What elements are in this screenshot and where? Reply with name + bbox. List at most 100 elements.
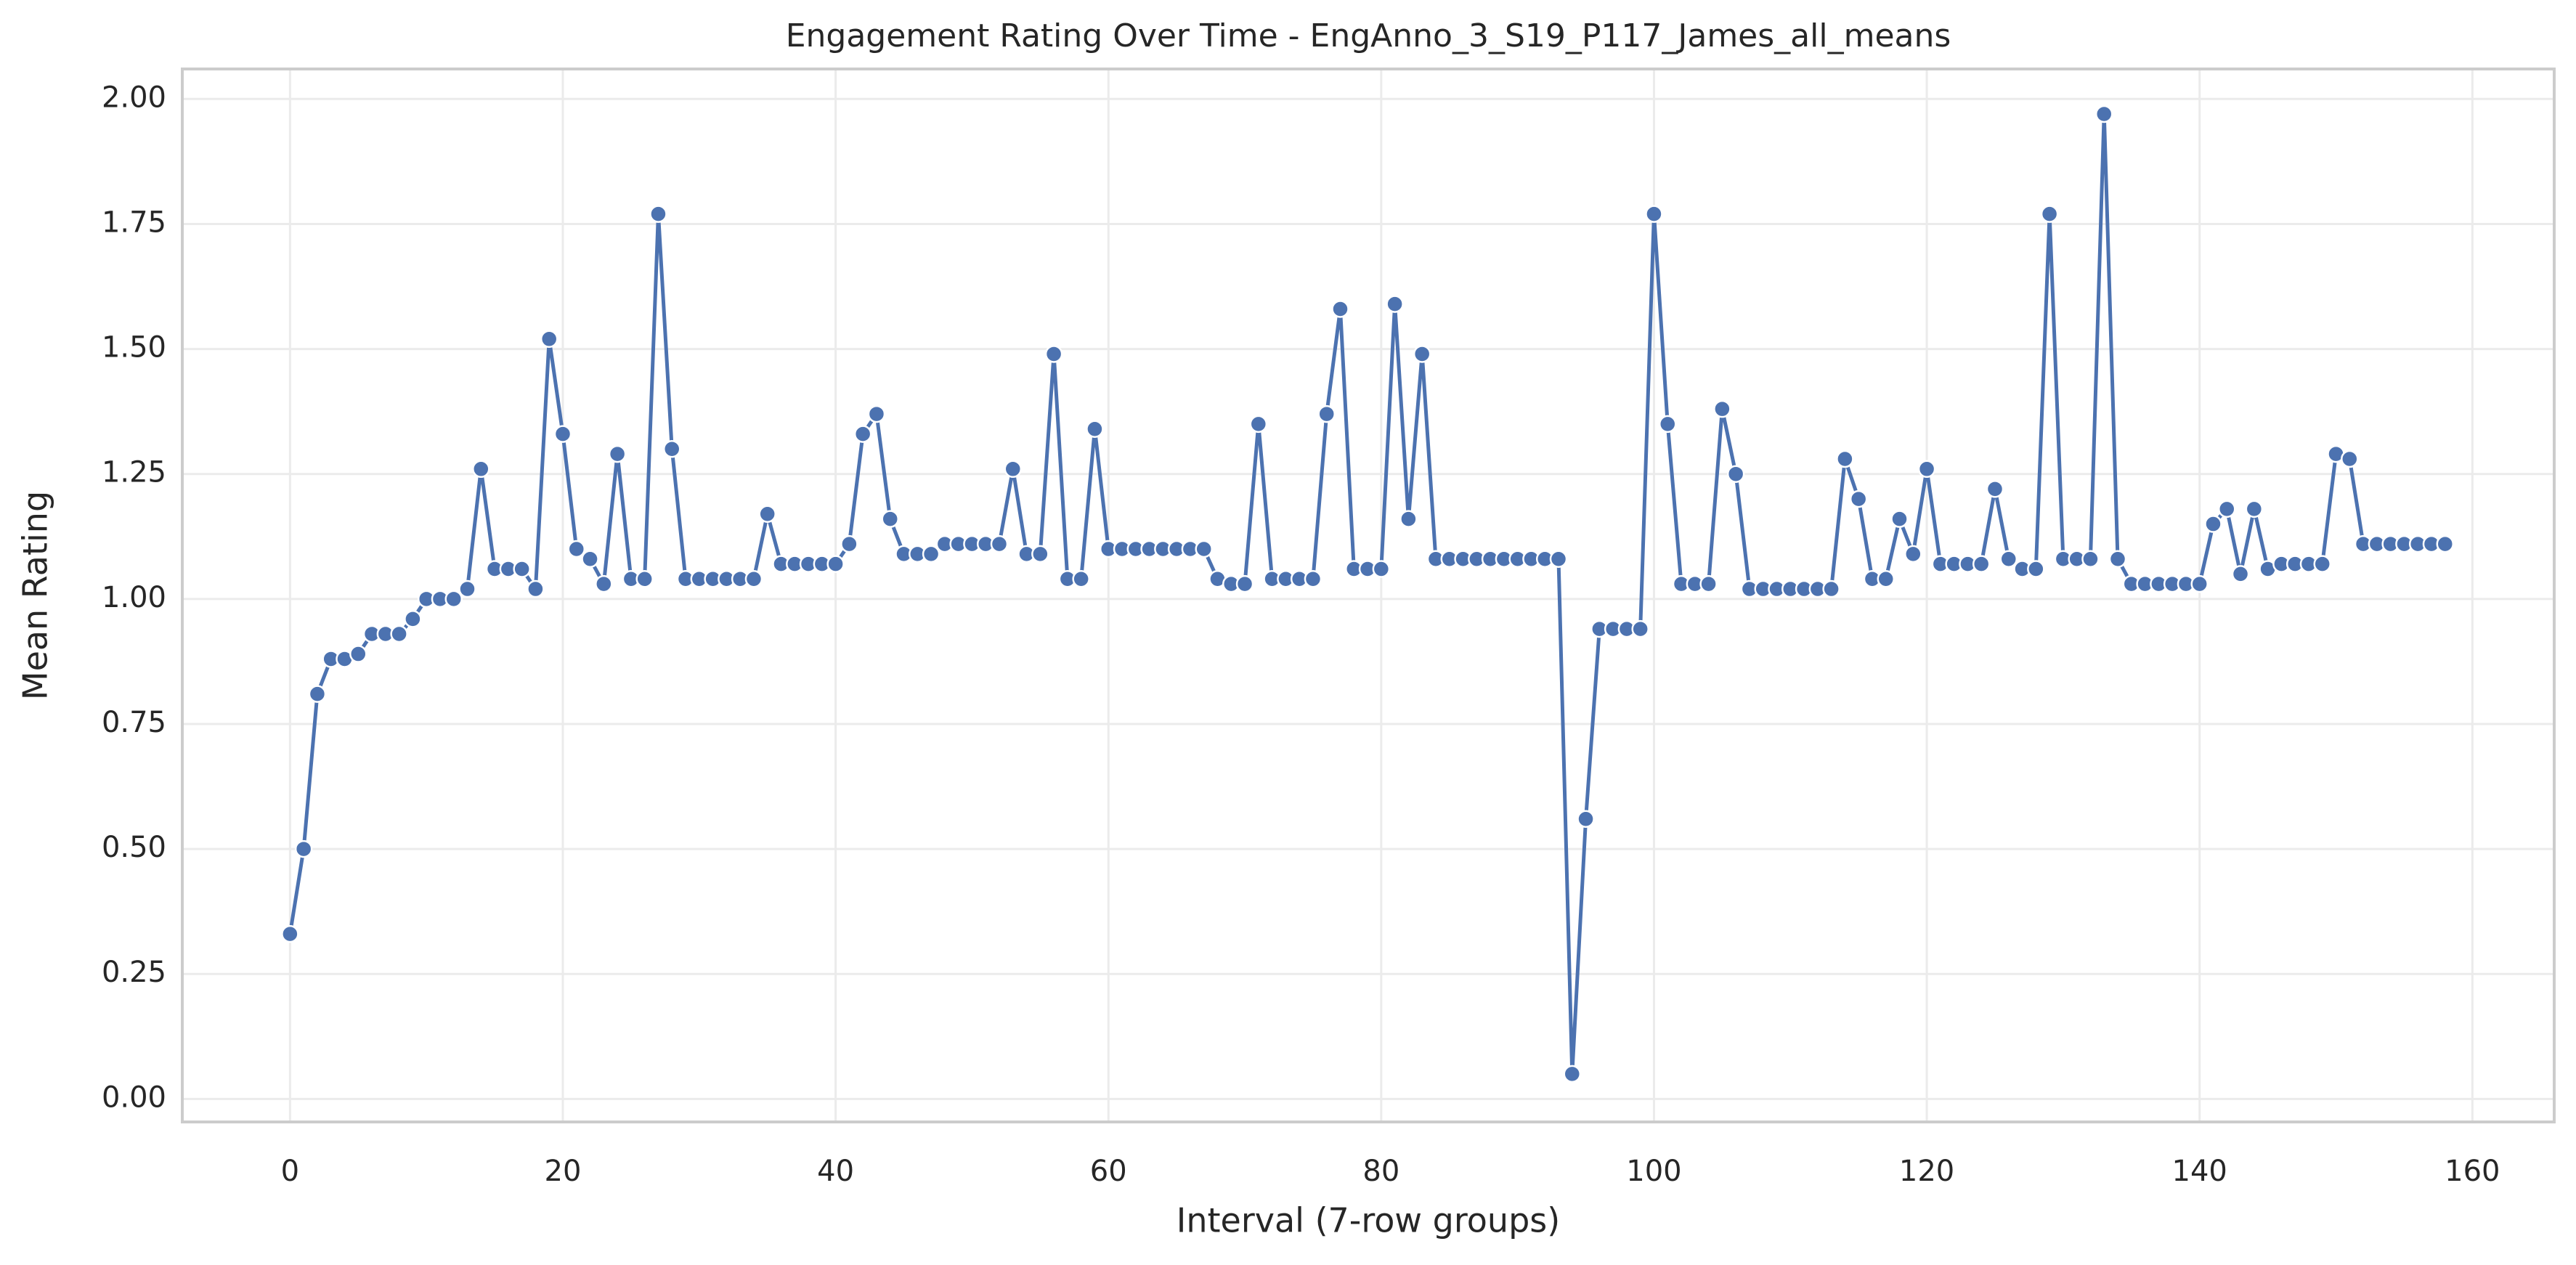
- data-point: [567, 540, 586, 558]
- data-point: [1004, 460, 1023, 479]
- data-point: [1713, 399, 1731, 418]
- data-point: [294, 839, 313, 858]
- data-point: [1086, 420, 1104, 438]
- x-tick-label: 140: [2172, 1155, 2227, 1188]
- y-tick-label: 0.50: [102, 831, 166, 864]
- data-point: [2081, 550, 2100, 568]
- data-point: [458, 579, 476, 598]
- data-point: [1904, 545, 1922, 564]
- data-point: [1072, 570, 1090, 588]
- data-point: [2436, 534, 2455, 553]
- data-point: [2218, 500, 2236, 518]
- y-tick-label: 1.75: [102, 206, 166, 239]
- data-point: [2231, 565, 2250, 583]
- data-point: [2204, 515, 2222, 533]
- data-point: [1317, 404, 1336, 423]
- data-point: [1195, 540, 1213, 558]
- data-point: [2040, 205, 2059, 223]
- data-point: [1917, 460, 1936, 479]
- data-point: [1986, 480, 2004, 498]
- y-tick-label: 0.75: [102, 706, 166, 739]
- data-point: [472, 460, 490, 479]
- y-tick-label: 2.00: [102, 81, 166, 114]
- data-point: [513, 560, 531, 578]
- x-tick-label: 40: [817, 1155, 854, 1188]
- chart-title: Engagement Rating Over Time - EngAnno_3_…: [786, 17, 1951, 54]
- data-point: [1877, 570, 1895, 588]
- data-point: [281, 924, 299, 943]
- data-point: [662, 440, 681, 458]
- data-point: [1890, 510, 1909, 528]
- data-point: [1386, 295, 1404, 313]
- data-point: [390, 625, 408, 643]
- data-point: [881, 510, 899, 528]
- x-axis-label: Interval (7-row groups): [1177, 1201, 1560, 1240]
- data-point: [635, 570, 654, 588]
- data-point: [1235, 574, 1254, 593]
- data-point: [1399, 510, 1418, 528]
- data-point: [527, 579, 545, 598]
- data-point: [444, 590, 463, 609]
- y-tick-label: 1.50: [102, 331, 166, 365]
- data-point: [1331, 300, 1349, 318]
- data-point: [922, 545, 940, 564]
- data-point: [540, 330, 558, 349]
- data-point: [595, 574, 613, 593]
- data-point: [404, 610, 422, 628]
- y-tick-label: 0.25: [102, 956, 166, 989]
- data-point: [2108, 550, 2127, 568]
- x-tick-label: 120: [1899, 1155, 1954, 1188]
- data-point: [608, 444, 627, 463]
- data-point: [840, 534, 858, 553]
- data-point: [1563, 1065, 1582, 1083]
- y-tick-label: 0.00: [102, 1081, 166, 1114]
- data-point: [308, 685, 327, 703]
- data-point: [1822, 579, 1840, 598]
- data-point: [1249, 415, 1268, 434]
- data-point: [581, 550, 599, 568]
- data-point: [2341, 450, 2359, 468]
- data-point: [1631, 619, 1649, 638]
- x-tick-label: 20: [545, 1155, 582, 1188]
- data-point: [553, 425, 572, 443]
- data-point: [2190, 574, 2209, 593]
- data-point: [1999, 550, 2018, 568]
- data-point: [826, 555, 845, 573]
- y-axis-label: Mean Rating: [16, 491, 55, 700]
- data-point: [853, 425, 872, 443]
- data-point: [744, 570, 763, 588]
- x-tick-label: 0: [281, 1155, 299, 1188]
- data-point: [1031, 545, 1049, 564]
- data-point: [1645, 205, 1663, 223]
- data-point: [2245, 500, 2264, 518]
- data-point: [1836, 450, 1854, 468]
- data-point: [867, 404, 886, 423]
- data-point: [758, 505, 776, 524]
- data-point: [1726, 465, 1745, 483]
- data-point: [649, 205, 667, 223]
- data-point: [1577, 810, 1595, 829]
- x-tick-label: 80: [1362, 1155, 1399, 1188]
- data-point: [1044, 345, 1063, 363]
- plot-frame: [181, 68, 2556, 1123]
- x-tick-label: 160: [2445, 1155, 2500, 1188]
- data-point: [990, 534, 1009, 553]
- data-point: [1413, 345, 1431, 363]
- data-point: [1849, 489, 1868, 508]
- data-point: [1372, 560, 1391, 578]
- data-point: [1304, 570, 1322, 588]
- data-point: [2027, 560, 2045, 578]
- data-point: [1972, 555, 1991, 573]
- x-tick-label: 60: [1090, 1155, 1127, 1188]
- data-point: [349, 645, 367, 663]
- y-tick-label: 1.25: [102, 456, 166, 489]
- x-tick-label: 100: [1626, 1155, 1681, 1188]
- y-tick-label: 1.00: [102, 581, 166, 614]
- data-point: [1549, 550, 1568, 568]
- data-point: [1658, 415, 1677, 434]
- data-point: [1699, 574, 1718, 593]
- data-point: [2094, 105, 2113, 123]
